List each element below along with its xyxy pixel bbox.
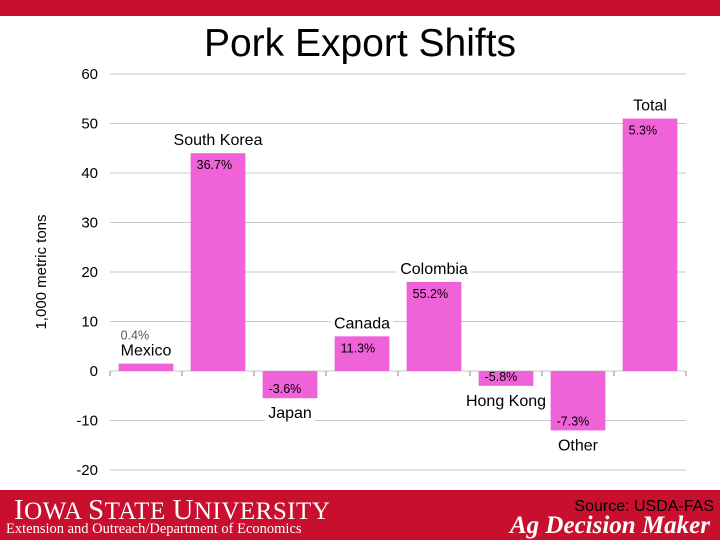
category-label-background xyxy=(630,97,670,115)
category-label: Mexico xyxy=(121,343,172,360)
category-label-background xyxy=(397,260,471,278)
category-label-background xyxy=(265,405,315,423)
category-label-background xyxy=(554,437,602,455)
category-label: Colombia xyxy=(400,261,468,278)
data-label: -3.6% xyxy=(269,382,302,396)
y-tick-label: 40 xyxy=(81,165,98,182)
footer-bar xyxy=(0,490,720,540)
ag-decision-maker-brand: Ag Decision Maker xyxy=(510,512,710,539)
y-tick-label: 50 xyxy=(81,116,98,133)
bar-canada xyxy=(334,336,390,371)
category-label: Hong Kong xyxy=(466,393,546,410)
bar-mexico xyxy=(118,363,174,371)
y-tick-label: 60 xyxy=(81,66,98,83)
bar-south-korea xyxy=(190,153,246,371)
data-label: 55.2% xyxy=(413,287,448,301)
bar-other xyxy=(550,371,606,431)
y-tick-label: 10 xyxy=(81,314,98,331)
bar-total xyxy=(622,118,678,371)
y-tick-label: 0 xyxy=(90,363,98,380)
chart-area: -20 -10 0 10 20 30 40 50 60 1,000 metric tons 0.4%… xyxy=(33,66,687,479)
top-accent-bar xyxy=(0,0,720,16)
data-label: 11.3% xyxy=(341,341,376,355)
category-label-background xyxy=(330,315,394,333)
category-label-background xyxy=(170,132,266,150)
category-label-background xyxy=(462,392,550,410)
source-note: Source: USDA-FAS xyxy=(574,498,714,515)
bar-colombia xyxy=(406,281,462,371)
y-tick-label: -10 xyxy=(76,413,98,430)
y-tick-label: 30 xyxy=(81,215,98,232)
category-label-background xyxy=(117,342,175,360)
slide-title: Pork Export Shifts xyxy=(203,22,517,65)
data-label: 5.3% xyxy=(629,124,658,138)
category-label: Total xyxy=(633,98,667,115)
y-tick-label: 20 xyxy=(81,264,98,281)
category-label: Canada xyxy=(334,315,390,332)
category-label: Japan xyxy=(268,405,312,422)
iowa-state-university-logo: IOWA STATE UNIVERSITY xyxy=(14,494,331,526)
data-label: 0.4% xyxy=(121,329,150,343)
data-label: -7.3% xyxy=(557,414,590,428)
bar-hong-kong xyxy=(478,371,534,386)
category-label: Other xyxy=(558,437,599,454)
data-label: -5.8% xyxy=(485,370,518,384)
department-line: Extension and Outreach/Department of Eco… xyxy=(6,521,302,537)
bar-japan xyxy=(262,371,318,399)
y-axis-label: 1,000 metric tons xyxy=(33,214,50,329)
y-tick-label: -20 xyxy=(76,462,98,479)
category-label: South Korea xyxy=(174,132,263,149)
data-label: 36.7% xyxy=(197,158,232,172)
